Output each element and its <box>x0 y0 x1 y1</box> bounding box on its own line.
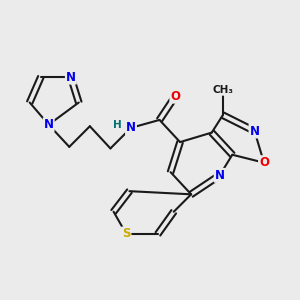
Text: O: O <box>170 90 180 103</box>
Text: N: N <box>66 71 76 84</box>
Text: CH₃: CH₃ <box>212 85 233 95</box>
Text: N: N <box>215 169 225 182</box>
Text: O: O <box>259 156 269 169</box>
Text: N: N <box>44 118 54 131</box>
Text: H: H <box>113 120 122 130</box>
Text: N: N <box>250 124 260 137</box>
Text: S: S <box>122 227 130 240</box>
Text: N: N <box>126 121 136 134</box>
